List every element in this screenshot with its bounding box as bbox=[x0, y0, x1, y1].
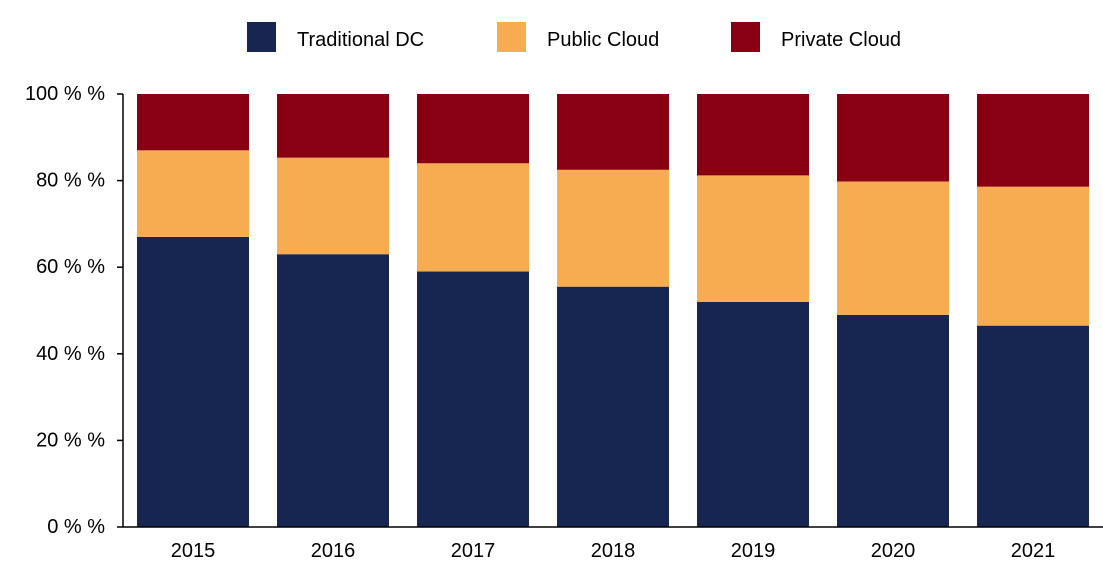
bar-2021-traditional-dc bbox=[977, 325, 1089, 527]
bar-2015-traditional-dc bbox=[137, 236, 249, 527]
bar-2015-private-cloud bbox=[137, 94, 249, 151]
bar-2021-private-cloud bbox=[977, 94, 1089, 187]
legend-label: Public Cloud bbox=[547, 29, 659, 51]
bar-2019-public-cloud bbox=[697, 175, 809, 302]
legend-swatch bbox=[247, 22, 276, 52]
x-axis: 2015 2016 2017 2018 2019 2020 2021 bbox=[123, 526, 1103, 562]
y-tick-label: 40 % % bbox=[36, 343, 105, 365]
bar-2018-private-cloud bbox=[557, 94, 669, 170]
x-tick-label: 2015 bbox=[171, 540, 216, 562]
bar-2021-public-cloud bbox=[977, 186, 1089, 326]
legend-label: Private Cloud bbox=[781, 29, 901, 51]
bar-2016-traditional-dc bbox=[277, 254, 389, 527]
legend-swatch bbox=[731, 22, 760, 52]
x-tick-label: 2021 bbox=[1011, 540, 1056, 562]
legend: Traditional DC Public Cloud Private Cloud bbox=[247, 22, 901, 52]
bar-2020-private-cloud bbox=[837, 94, 949, 182]
bar-2017-traditional-dc bbox=[417, 271, 529, 527]
bar-2019-traditional-dc bbox=[697, 301, 809, 527]
x-tick-label: 2017 bbox=[451, 540, 496, 562]
bar-2019-private-cloud bbox=[697, 94, 809, 176]
y-tick-label: 60 % % bbox=[36, 256, 105, 278]
bar-2018-public-cloud bbox=[557, 169, 669, 287]
x-tick-label: 2016 bbox=[311, 540, 356, 562]
bar-2020-traditional-dc bbox=[837, 314, 949, 527]
legend-label: Traditional DC bbox=[297, 29, 424, 51]
y-tick-label: 20 % % bbox=[36, 429, 105, 451]
y-tick-label: 100 % % bbox=[25, 83, 105, 105]
x-tick-label: 2018 bbox=[591, 540, 636, 562]
x-tick-label: 2019 bbox=[731, 540, 776, 562]
bar-2015-public-cloud bbox=[137, 150, 249, 237]
bar-2017-private-cloud bbox=[417, 94, 529, 164]
bar-2020-public-cloud bbox=[837, 181, 949, 315]
bar-2017-public-cloud bbox=[417, 163, 529, 272]
x-tick-label: 2020 bbox=[871, 540, 916, 562]
y-tick-label: 0 % % bbox=[47, 516, 105, 538]
bars bbox=[137, 94, 1089, 527]
bar-2018-traditional-dc bbox=[557, 286, 669, 527]
bar-2016-public-cloud bbox=[277, 157, 389, 255]
bar-2016-private-cloud bbox=[277, 94, 389, 158]
y-tick-label: 80 % % bbox=[36, 170, 105, 192]
legend-swatch bbox=[497, 22, 526, 52]
y-axis: 0 % % 20 % % 40 % % 60 % % 80 % % 100 % % bbox=[25, 83, 124, 538]
